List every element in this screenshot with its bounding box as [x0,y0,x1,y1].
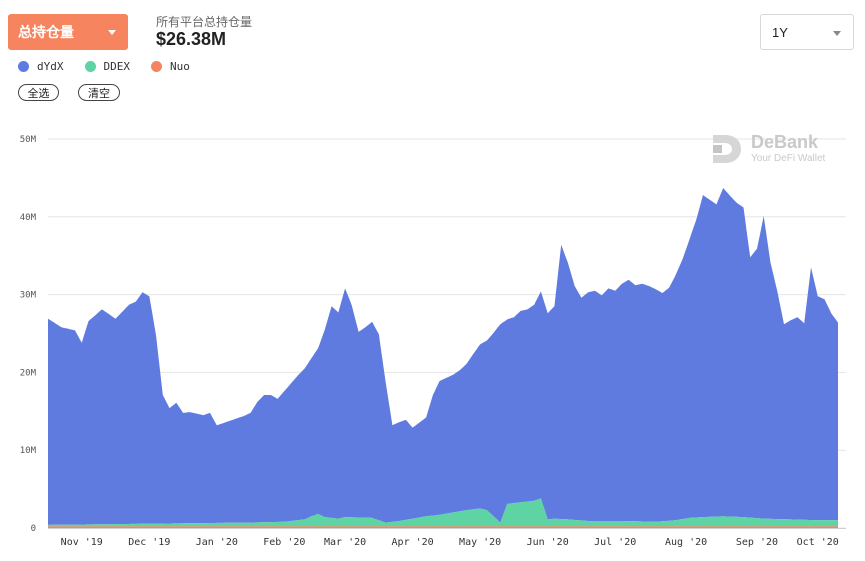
x-tick-label: Jan '20 [196,537,238,548]
y-tick-label: 20M [20,368,37,378]
x-tick-label: Nov '19 [61,537,103,548]
time-range-value: 1Y [772,24,788,40]
debank-watermark: DeBank Your DeFi Wallet [711,132,841,167]
legend-dot-icon [84,61,96,72]
area-nuo [48,526,838,528]
legend-item-ddex[interactable]: DDEX [84,60,131,73]
x-tick-label: May '20 [459,537,501,548]
watermark-name: DeBank [751,132,819,152]
y-tick-label: 40M [20,213,37,223]
legend-item-dydx[interactable]: dYdX [18,60,64,73]
x-tick-label: Apr '20 [392,537,434,548]
y-tick-label: 50M [20,135,37,145]
legend: dYdX DDEX Nuo [18,60,211,73]
watermark-tagline: Your DeFi Wallet [751,153,826,164]
legend-label: Nuo [170,60,190,73]
legend-dot-icon [151,61,162,72]
x-tick-label: Aug '20 [665,537,707,548]
legend-item-nuo[interactable]: Nuo [151,60,190,73]
total-value: $26.38M [156,29,227,49]
debank-logo-icon [713,135,741,163]
y-tick-label: 10M [20,446,37,456]
tvl-chart: 0 10M 20M 30M 40M 50M Nov '19 Dec '19 Jan '20 Feb… [20,135,846,548]
chevron-down-icon [108,30,116,35]
x-tick-label: Feb '20 [263,537,305,548]
area-ddex [48,498,838,527]
x-tick-label: Dec '19 [128,537,170,548]
x-tick-label: Jun '20 [527,537,569,548]
select-all-button[interactable]: 全选 [18,84,59,101]
x-tick-label: Mar '20 [324,537,366,548]
chevron-down-icon [833,31,841,36]
area-dydx [48,188,838,525]
time-range-select[interactable]: 1Y [760,14,854,50]
y-tick-label: 0 [31,524,36,534]
total-label: 所有平台总持仓量 [156,15,253,29]
y-tick-label: 30M [20,291,37,301]
metric-selector[interactable]: 总持仓量 [8,14,128,50]
x-tick-label: Oct '20 [797,537,839,548]
legend-label: DDEX [103,60,131,73]
clear-button[interactable]: 清空 [78,84,120,101]
metric-label: 总持仓量 [18,25,74,41]
legend-label: dYdX [37,60,64,73]
x-tick-label: Jul '20 [594,537,636,548]
x-tick-label: Sep '20 [736,537,778,548]
legend-dot-icon [18,61,29,72]
